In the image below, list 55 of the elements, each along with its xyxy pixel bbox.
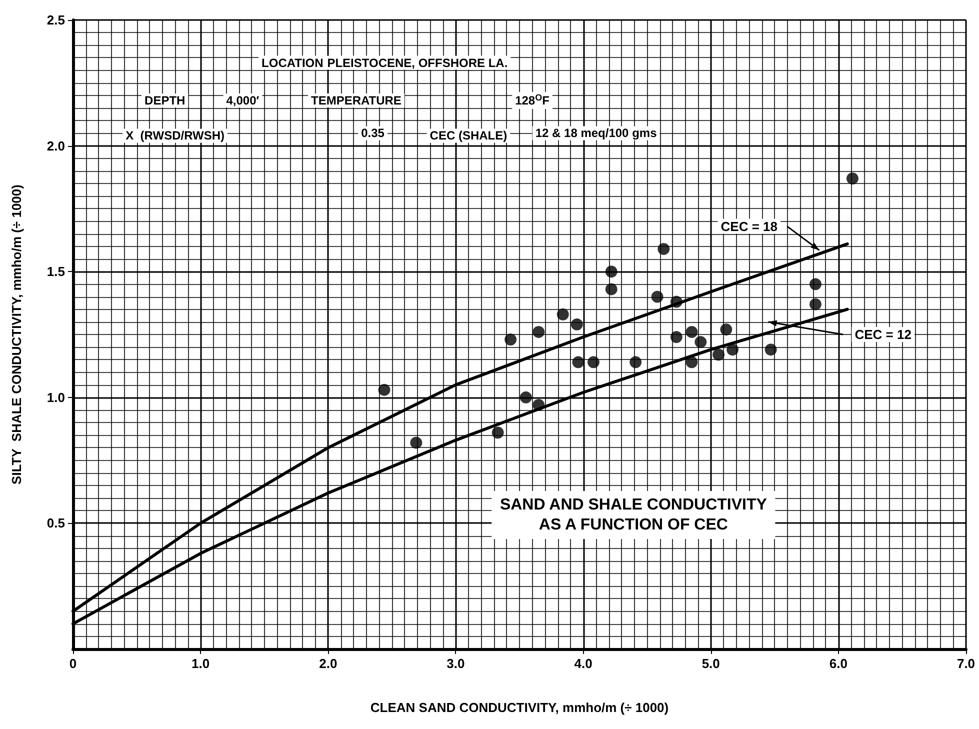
point — [809, 298, 822, 310]
x-tick-label: 3.0 — [446, 656, 465, 671]
point — [809, 278, 822, 290]
x-tick-label: 6.0 — [829, 656, 848, 671]
point — [712, 348, 725, 361]
annotation: DEPTH — [144, 94, 186, 108]
x-tick-label: 2.0 — [319, 656, 338, 671]
y-tick-label: 1.5 — [46, 264, 65, 280]
y-tick-label: 1.0 — [46, 390, 65, 405]
y-tick-label: 2.5 — [46, 12, 65, 28]
annotation: 4,000′ — [226, 94, 260, 108]
annotation: LOCATION — [262, 56, 324, 70]
point — [726, 344, 739, 356]
point — [670, 331, 682, 344]
point — [570, 318, 583, 330]
point — [605, 283, 618, 296]
point — [572, 356, 584, 368]
y-axis-title: SILTY SHALE CONDUCTIVITY, mmho/m (÷ 1000) — [9, 184, 24, 484]
x-axis-title: CLEAN SAND CONDUCTIVITY, mmho/m (÷ 1000) — [370, 700, 669, 715]
x-tick-label: 1.0 — [192, 656, 210, 671]
point — [504, 334, 517, 346]
text: CEC = 18 — [720, 218, 778, 234]
y-tick-label: 2.0 — [46, 138, 65, 154]
x-tick-label: 7.0 — [956, 656, 976, 671]
text: SAND AND SHALE CONDUCTIVITY AS A FUNCTION OF CEC — [500, 496, 768, 534]
annotation: X (RWSD/RWSH) — [126, 128, 225, 143]
point — [605, 266, 618, 278]
point — [686, 356, 698, 368]
annotation: CEC (SHALE) — [430, 128, 508, 143]
point — [556, 308, 569, 320]
annotation: TEMPERATURE — [310, 94, 402, 108]
annotation: PLEISTOCENE, OFFSHORE LA. — [327, 56, 508, 70]
point — [410, 436, 422, 449]
point — [532, 326, 545, 338]
point — [694, 336, 707, 348]
series-label: CEC = 12 — [854, 327, 912, 342]
point — [588, 356, 600, 368]
point — [846, 172, 858, 185]
x-tick-label: 4.0 — [574, 656, 592, 671]
point — [520, 391, 532, 404]
point — [720, 323, 732, 336]
point — [378, 384, 390, 396]
point — [492, 426, 504, 439]
point — [630, 356, 642, 368]
x-tick-label: 0 — [69, 656, 77, 671]
annotation: 12 & 18 meq/100 gms — [535, 126, 658, 140]
point — [658, 242, 670, 255]
point — [686, 326, 698, 338]
point — [532, 398, 545, 411]
point — [764, 344, 777, 356]
point — [651, 290, 664, 303]
annotation: 0.35 — [361, 126, 385, 140]
x-tick-label: 5.0 — [702, 656, 720, 671]
point — [670, 296, 682, 308]
y-tick-label: 0.5 — [46, 516, 65, 531]
